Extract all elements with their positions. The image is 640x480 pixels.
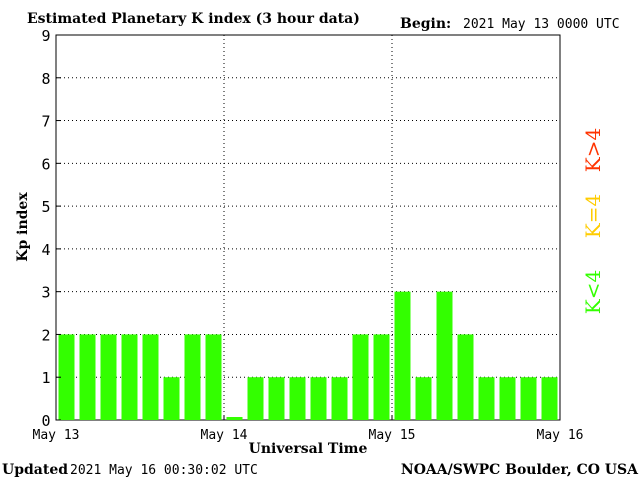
updated-label: Updated — [2, 462, 68, 478]
bar — [352, 334, 369, 420]
y-tick-label: 9 — [41, 27, 50, 45]
y-tick-label: 3 — [41, 284, 50, 302]
source-credit: NOAA/SWPC Boulder, CO USA — [401, 462, 639, 478]
plot-area — [55, 34, 561, 421]
bar — [142, 334, 159, 420]
bar — [226, 417, 243, 420]
y-tick-label: 2 — [41, 326, 50, 344]
chart-title: Estimated Planetary K index (3 hour data… — [27, 11, 360, 27]
bar — [415, 377, 432, 420]
bar — [457, 334, 474, 420]
bar — [436, 291, 453, 420]
bar — [478, 377, 495, 420]
y-axis-label: Kp index — [15, 192, 31, 262]
y-ticks: 0 1 2 3 4 5 6 7 8 9 — [41, 27, 61, 430]
x-tick-label: May 15 — [369, 428, 416, 443]
legend-k-equal-4: K=4 — [581, 194, 605, 238]
bar — [163, 377, 180, 420]
bar — [121, 334, 138, 420]
bar — [499, 377, 516, 420]
bar — [205, 334, 222, 420]
y-tick-label: 8 — [41, 70, 50, 88]
bar — [310, 377, 327, 420]
bar — [373, 334, 390, 420]
y-tick-label: 0 — [41, 412, 50, 430]
updated-value: 2021 May 16 00:30:02 UTC — [70, 463, 258, 478]
y-tick-label: 4 — [41, 241, 50, 259]
bar — [541, 377, 558, 420]
bar — [331, 377, 348, 420]
bar — [79, 334, 96, 420]
bar — [184, 334, 201, 420]
bar — [58, 334, 75, 420]
bar — [268, 377, 285, 420]
x-axis-label: Universal Time — [249, 441, 368, 457]
x-ticks: May 13 May 14 May 15 May 16 — [33, 415, 584, 443]
y-tick-label: 1 — [41, 369, 50, 387]
y-tick-label: 5 — [41, 198, 50, 216]
y-tick-label: 6 — [41, 155, 50, 173]
x-tick-label: May 14 — [201, 428, 248, 443]
legend-k-less-4: K<4 — [581, 270, 605, 314]
bars — [58, 291, 558, 420]
bar — [100, 334, 117, 420]
begin-label: Begin: — [400, 16, 451, 32]
legend-k-greater-4: K>4 — [581, 128, 605, 172]
begin-value: 2021 May 13 0000 UTC — [463, 17, 620, 32]
bar — [247, 377, 264, 420]
bar — [289, 377, 306, 420]
bar — [520, 377, 537, 420]
grid-lines — [56, 35, 560, 420]
bar — [394, 291, 411, 420]
y-tick-label: 7 — [41, 113, 50, 131]
x-tick-label: May 16 — [537, 428, 584, 443]
x-tick-label: May 13 — [33, 428, 80, 443]
